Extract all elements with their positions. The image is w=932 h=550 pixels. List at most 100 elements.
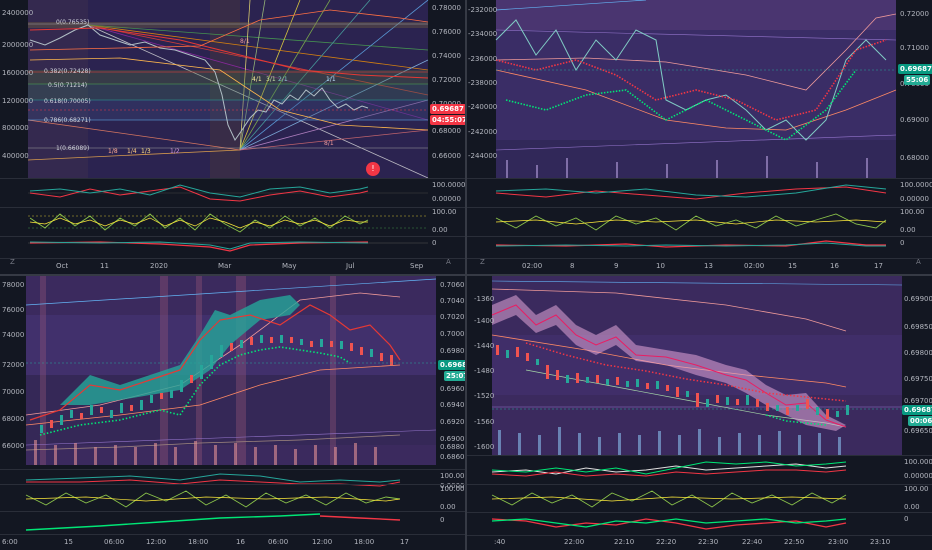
q1-left-tick: 800000 [2, 124, 29, 132]
q2-left-tick: -238000 [468, 79, 498, 87]
osc-tick: 100.00 [440, 485, 465, 493]
q2-main-plot[interactable] [466, 0, 932, 178]
q1-right-axis: 0.78000 0.76000 0.74000 0.72000 0.70000 … [432, 0, 466, 178]
time-tick: 22:30 [698, 538, 719, 546]
time-tick: 23:00 [828, 538, 849, 546]
q2-left-tick: -244000 [468, 152, 498, 160]
fan-label: 1/4 [127, 148, 137, 155]
fib-label: 0(0.76535) [56, 19, 90, 26]
time-tick: 16 [236, 538, 245, 546]
q2-left-tick: -242000 [468, 128, 498, 136]
time-tick: Jul [346, 262, 355, 270]
time-tick: 22:40 [742, 538, 763, 546]
price-tag: 0.69687 [898, 64, 932, 74]
q1-main-plot[interactable] [0, 0, 466, 178]
countdown-tag: 00:06 [908, 416, 932, 426]
q2-right-tick: 0.69000 [900, 116, 929, 124]
osc-tick: 0.00 [904, 503, 920, 511]
time-tick: Mar [218, 262, 232, 270]
q1-right-tick: 0.72000 [432, 76, 461, 84]
osc-tick: 0.00000 [432, 195, 461, 203]
time-tick: 10 [656, 262, 665, 270]
chart-pane-top-left[interactable]: 2400000 2000000 1600000 1200000 800000 4… [0, 0, 466, 275]
horizontal-splitter[interactable] [0, 274, 932, 276]
fan-label: 1/1 [326, 76, 336, 83]
osc-tick: 100.00000 [900, 181, 932, 189]
chart-pane-top-right[interactable]: -232000 -234000 -236000 -238000 -240000 … [466, 0, 932, 275]
chart-pane-bottom-right[interactable]: -1360 -1400 -1440 -1480 -1520 -1560 -160… [466, 275, 932, 550]
price-tag: 0.69687 [902, 405, 932, 415]
q3-main-plot[interactable] [0, 275, 466, 465]
q3-left-tick: 70000 [2, 388, 25, 396]
q1-left-tick: 1200000 [2, 97, 34, 105]
fib-label: 0.382(0.72428) [44, 68, 91, 75]
fan-label: 1/2 [170, 148, 180, 155]
alert-icon[interactable]: ! [366, 162, 380, 176]
countdown-tag: 04:55:07 [430, 115, 466, 125]
corner-z[interactable]: Z [10, 258, 15, 266]
osc-tick: 100.00 [900, 208, 925, 216]
q1-left-tick: 400000 [2, 152, 29, 160]
q1-right-tick: 0.78000 [432, 4, 461, 12]
q4-left-tick: -1600 [474, 443, 495, 451]
q4-main-plot[interactable] [466, 275, 932, 455]
corner-a[interactable]: A [916, 258, 921, 266]
osc-tick: 0 [432, 239, 437, 247]
time-tick: 22:10 [614, 538, 635, 546]
q2-left-tick: -240000 [468, 103, 498, 111]
time-tick: 17 [400, 538, 409, 546]
time-tick: 12:00 [146, 538, 167, 546]
q2-right-tick: 0.72000 [900, 10, 929, 18]
q2-oscillator-1 [495, 184, 887, 200]
q1-right-tick: 0.74000 [432, 52, 461, 60]
countdown-tag: 25:07 [444, 371, 466, 381]
q4-right-tick: 0.69750 [904, 375, 932, 383]
q4-left-tick: -1440 [474, 342, 495, 350]
time-tick: 22:00 [564, 538, 585, 546]
q2-right-tick: 0.71000 [900, 44, 929, 52]
q4-oscillator-1 [491, 461, 847, 477]
q1-time-axis: Z Oct 11 2020 Mar May Jul Sep A [0, 258, 466, 274]
osc-tick: 0 [440, 516, 445, 524]
corner-z[interactable]: Z [480, 258, 485, 266]
q3-time-axis: 6:00 15 06:00 12:00 18:00 16 06:00 12:00… [0, 538, 466, 550]
time-tick: 16 [830, 262, 839, 270]
q2-right-tick: 0.68000 [900, 154, 929, 162]
time-tick: Sep [410, 262, 424, 270]
q3-left-tick: 68000 [2, 415, 25, 423]
time-tick: 6:00 [2, 538, 18, 546]
time-tick: 11 [100, 262, 109, 270]
q3-left-tick: 72000 [2, 361, 25, 369]
q4-left-tick: -1360 [474, 295, 495, 303]
q3-oscillator-3 [25, 513, 401, 531]
q4-left-tick: -1560 [474, 418, 495, 426]
time-tick: 8 [570, 262, 575, 270]
price-tag: 0.69687 [438, 360, 466, 370]
osc-tick: 0.00 [432, 226, 448, 234]
q1-left-tick: 2400000 [2, 9, 34, 17]
time-tick: 15 [64, 538, 73, 546]
q1-right-tick: 0.76000 [432, 28, 461, 36]
corner-a[interactable]: A [446, 258, 451, 266]
q2-left-tick: -236000 [468, 55, 498, 63]
q1-left-axis: 2400000 2000000 1600000 1200000 800000 4… [2, 0, 34, 178]
time-tick: 02:00 [522, 262, 543, 270]
fib-label: 0.786(0.68271) [44, 117, 91, 124]
chart-pane-bottom-left[interactable]: 78000 76000 74000 72000 70000 68000 6600… [0, 275, 466, 550]
q1-right-tick: 0.68000 [432, 127, 461, 135]
q3-left-tick: 76000 [2, 306, 25, 314]
q4-right-tick: 0.69900 [904, 295, 932, 303]
fan-label: 8/1 [324, 140, 334, 147]
time-tick: 06:00 [104, 538, 125, 546]
time-tick: 02:00 [744, 262, 765, 270]
time-tick: 12:00 [312, 538, 333, 546]
q4-left-tick: -1400 [474, 317, 495, 325]
time-tick: 06:00 [268, 538, 289, 546]
fan-label: 2/1 [278, 76, 288, 83]
osc-tick: 0.00 [900, 226, 916, 234]
osc-tick: 0.00 [440, 503, 456, 511]
